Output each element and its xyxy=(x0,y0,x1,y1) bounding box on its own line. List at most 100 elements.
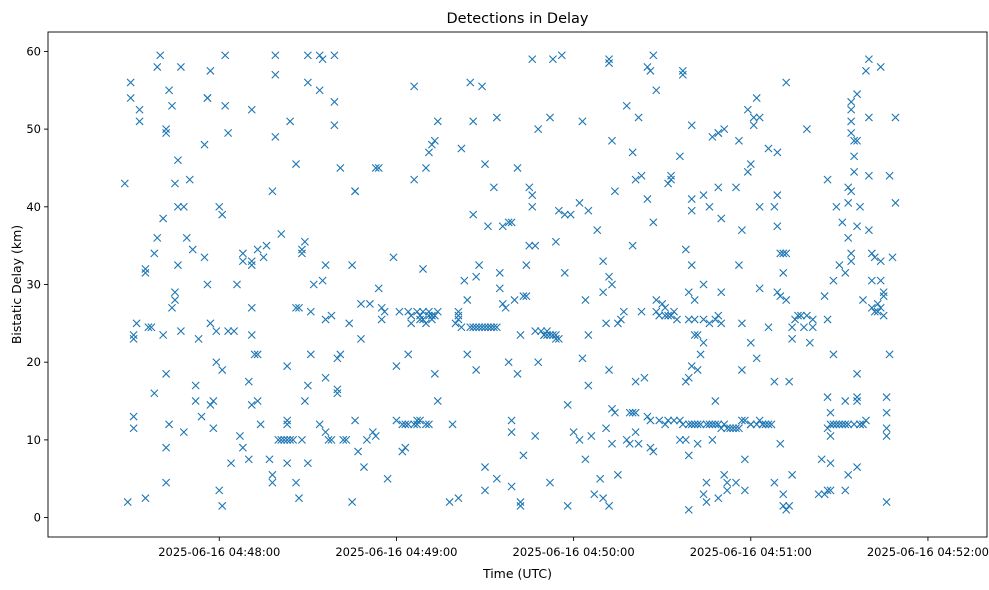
data-point-marker xyxy=(427,311,436,320)
data-point-marker xyxy=(791,315,800,324)
data-point-marker xyxy=(743,167,752,176)
data-point-marker xyxy=(259,253,268,262)
data-point-marker xyxy=(779,249,788,258)
data-point-marker xyxy=(244,377,253,386)
data-point-marker xyxy=(681,245,690,254)
y-tick-label: 60 xyxy=(26,44,41,58)
data-point-marker xyxy=(247,303,256,312)
data-point-marker xyxy=(170,288,179,297)
data-point-marker xyxy=(578,117,587,126)
data-point-marker xyxy=(575,198,584,207)
data-point-marker xyxy=(144,323,153,332)
data-point-marker xyxy=(684,373,693,382)
data-point-marker xyxy=(796,311,805,320)
data-point-marker xyxy=(492,323,501,332)
data-point-marker xyxy=(602,424,611,433)
data-point-marker xyxy=(737,319,746,328)
data-point-marker xyxy=(342,435,351,444)
data-point-marker xyxy=(359,463,368,472)
data-point-marker xyxy=(545,113,554,122)
data-point-marker xyxy=(466,78,475,87)
x-axis-label: Time (UTC) xyxy=(482,566,552,581)
data-point-marker xyxy=(637,171,646,180)
data-point-marker xyxy=(708,132,717,141)
data-point-marker xyxy=(675,435,684,444)
data-point-marker xyxy=(433,307,442,316)
data-point-marker xyxy=(584,381,593,390)
data-point-marker xyxy=(740,416,749,425)
data-point-marker xyxy=(253,350,262,359)
data-point-marker xyxy=(829,420,838,429)
data-point-marker xyxy=(664,179,673,188)
data-point-marker xyxy=(885,171,894,180)
data-point-marker xyxy=(838,420,847,429)
data-point-marker xyxy=(599,494,608,503)
data-point-marker xyxy=(318,55,327,64)
data-point-marker xyxy=(368,428,377,437)
data-point-marker xyxy=(708,435,717,444)
data-point-marker xyxy=(365,299,374,308)
data-point-marker xyxy=(584,206,593,215)
data-point-marker xyxy=(534,358,543,367)
data-point-marker xyxy=(286,435,295,444)
data-point-marker xyxy=(466,323,475,332)
data-point-marker xyxy=(247,261,256,270)
data-point-marker xyxy=(445,498,454,507)
data-point-marker xyxy=(495,268,504,277)
data-point-marker xyxy=(424,307,433,316)
data-point-marker xyxy=(661,303,670,312)
data-point-marker xyxy=(215,202,224,211)
data-point-marker xyxy=(847,187,856,196)
data-point-marker xyxy=(554,206,563,215)
data-point-marker xyxy=(844,198,853,207)
data-point-marker xyxy=(879,292,888,301)
data-point-marker xyxy=(401,420,410,429)
data-point-marker xyxy=(764,144,773,153)
data-point-marker xyxy=(354,447,363,456)
data-point-marker xyxy=(702,498,711,507)
data-point-marker xyxy=(492,113,501,122)
data-point-marker xyxy=(782,78,791,87)
data-point-marker xyxy=(734,424,743,433)
data-point-marker xyxy=(194,334,203,343)
data-point-marker xyxy=(404,350,413,359)
data-point-marker xyxy=(876,276,885,285)
data-point-marker xyxy=(427,140,436,149)
data-point-marker xyxy=(203,280,212,289)
data-point-marker xyxy=(221,101,230,110)
data-point-marker xyxy=(295,494,303,503)
data-point-marker xyxy=(407,319,416,328)
data-point-marker xyxy=(590,490,599,499)
data-point-marker xyxy=(413,307,422,316)
data-point-marker xyxy=(495,284,504,293)
data-point-marker xyxy=(814,490,823,499)
data-point-marker xyxy=(265,455,274,464)
data-point-marker xyxy=(773,191,782,200)
data-point-marker xyxy=(554,334,563,343)
data-point-marker xyxy=(670,307,678,316)
data-point-marker xyxy=(646,443,655,452)
data-point-marker xyxy=(224,129,233,137)
data-point-marker xyxy=(120,179,129,188)
data-point-marker xyxy=(238,257,247,266)
data-point-marker xyxy=(619,307,628,316)
data-point-marker xyxy=(451,319,460,328)
data-point-marker xyxy=(581,455,590,464)
data-point-marker xyxy=(427,315,436,324)
data-point-marker xyxy=(454,315,463,324)
data-point-marker xyxy=(770,377,779,386)
data-point-marker xyxy=(891,113,900,122)
data-point-marker xyxy=(820,292,829,301)
data-point-marker xyxy=(740,486,749,495)
data-point-marker xyxy=(646,416,655,425)
data-point-marker xyxy=(625,408,634,417)
data-point-marker xyxy=(357,299,365,308)
data-point-marker xyxy=(678,66,687,75)
data-point-marker xyxy=(714,311,723,320)
data-point-marker xyxy=(212,327,221,336)
data-point-marker xyxy=(200,140,209,149)
data-point-marker xyxy=(135,105,144,114)
data-point-marker xyxy=(605,55,614,64)
data-point-marker xyxy=(702,420,711,429)
data-point-marker xyxy=(454,494,463,503)
